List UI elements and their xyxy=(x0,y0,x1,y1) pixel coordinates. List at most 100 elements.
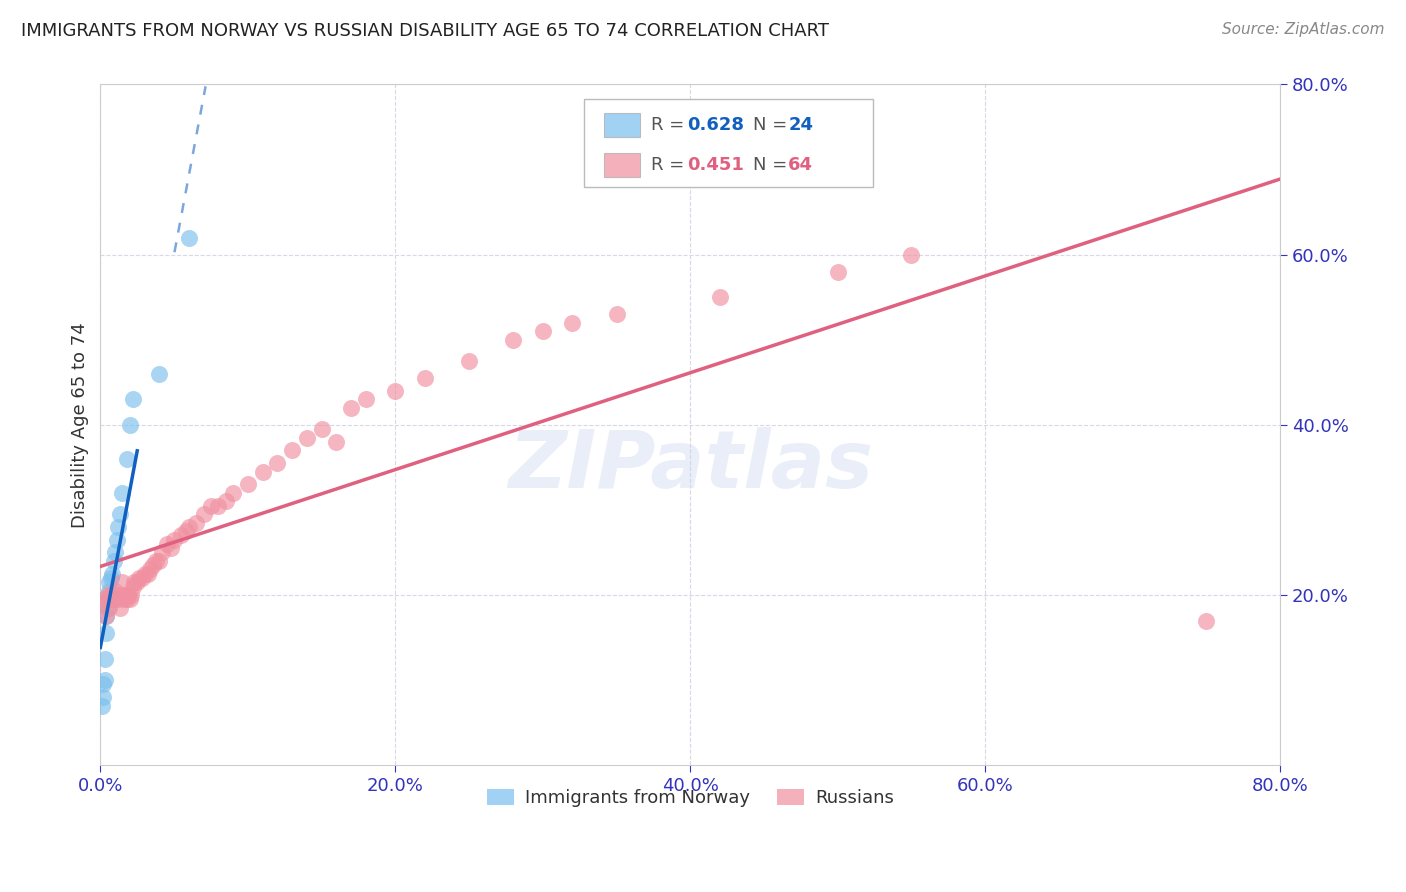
Point xyxy=(103,592,125,607)
Point xyxy=(117,588,139,602)
Point xyxy=(127,575,149,590)
Point xyxy=(100,588,122,602)
Point xyxy=(96,609,118,624)
Y-axis label: Disability Age 65 to 74: Disability Age 65 to 74 xyxy=(72,322,89,528)
Point xyxy=(193,507,215,521)
Point xyxy=(605,307,627,321)
Point xyxy=(200,499,222,513)
Point xyxy=(91,690,114,705)
Point xyxy=(112,592,135,607)
Point xyxy=(97,588,120,602)
Text: 0.451: 0.451 xyxy=(686,156,744,174)
Point xyxy=(145,554,167,568)
Point xyxy=(105,533,128,547)
Point xyxy=(502,333,524,347)
Text: N =: N = xyxy=(752,156,793,174)
Point xyxy=(120,588,142,602)
FancyBboxPatch shape xyxy=(583,99,873,186)
Text: ZIPatlas: ZIPatlas xyxy=(508,426,873,505)
Point xyxy=(148,554,170,568)
Text: 24: 24 xyxy=(789,116,813,134)
Text: IMMIGRANTS FROM NORWAY VS RUSSIAN DISABILITY AGE 65 TO 74 CORRELATION CHART: IMMIGRANTS FROM NORWAY VS RUSSIAN DISABI… xyxy=(21,22,830,40)
Point xyxy=(266,456,288,470)
Point xyxy=(252,465,274,479)
Point xyxy=(131,571,153,585)
Point xyxy=(98,600,121,615)
Point xyxy=(108,507,131,521)
Text: R =: R = xyxy=(651,156,690,174)
Point xyxy=(340,401,363,415)
Point xyxy=(103,554,125,568)
Point xyxy=(107,520,129,534)
Point xyxy=(107,592,129,607)
Point xyxy=(122,575,145,590)
Point xyxy=(118,592,141,607)
Point xyxy=(900,247,922,261)
Point xyxy=(94,652,117,666)
Text: N =: N = xyxy=(752,116,793,134)
Point xyxy=(325,434,347,449)
Point xyxy=(118,417,141,432)
Point xyxy=(170,528,193,542)
Point xyxy=(458,354,481,368)
Point xyxy=(156,537,179,551)
Point xyxy=(104,583,127,598)
Point xyxy=(354,392,377,407)
Point xyxy=(115,451,138,466)
Point xyxy=(94,592,117,607)
Point xyxy=(139,562,162,576)
Bar xyxy=(605,112,640,137)
Text: 64: 64 xyxy=(789,156,813,174)
Point xyxy=(128,571,150,585)
Point xyxy=(115,592,138,607)
Point xyxy=(108,600,131,615)
Point xyxy=(101,592,124,607)
Point xyxy=(174,524,197,539)
Point xyxy=(177,520,200,534)
Point xyxy=(531,324,554,338)
Point xyxy=(311,422,333,436)
Point xyxy=(96,626,118,640)
Point xyxy=(98,583,121,598)
Point xyxy=(150,545,173,559)
Point xyxy=(105,588,128,602)
Point xyxy=(91,677,114,691)
Point xyxy=(236,477,259,491)
Point xyxy=(100,571,122,585)
Point xyxy=(104,545,127,559)
Point xyxy=(121,392,143,407)
Legend: Immigrants from Norway, Russians: Immigrants from Norway, Russians xyxy=(479,781,901,814)
Point xyxy=(97,592,120,607)
Point xyxy=(709,290,731,304)
Point xyxy=(413,371,436,385)
Point xyxy=(90,698,112,713)
Point xyxy=(94,673,117,687)
Point xyxy=(148,367,170,381)
Point xyxy=(111,486,134,500)
Point xyxy=(121,580,143,594)
Text: Source: ZipAtlas.com: Source: ZipAtlas.com xyxy=(1222,22,1385,37)
Point xyxy=(142,558,165,573)
Point xyxy=(1195,614,1218,628)
Point xyxy=(827,265,849,279)
Point xyxy=(111,575,134,590)
Point xyxy=(215,494,238,508)
Point xyxy=(91,597,114,611)
Point xyxy=(160,541,183,556)
Point xyxy=(207,499,229,513)
Point xyxy=(98,575,121,590)
Point xyxy=(110,588,132,602)
Text: R =: R = xyxy=(651,116,690,134)
Point xyxy=(177,230,200,244)
Bar xyxy=(605,153,640,178)
Point xyxy=(222,486,245,500)
Point xyxy=(96,609,118,624)
Point xyxy=(97,600,120,615)
Point xyxy=(186,516,208,530)
Text: 0.628: 0.628 xyxy=(686,116,744,134)
Point xyxy=(101,566,124,581)
Point xyxy=(136,566,159,581)
Point xyxy=(561,316,583,330)
Point xyxy=(295,431,318,445)
Point xyxy=(163,533,186,547)
